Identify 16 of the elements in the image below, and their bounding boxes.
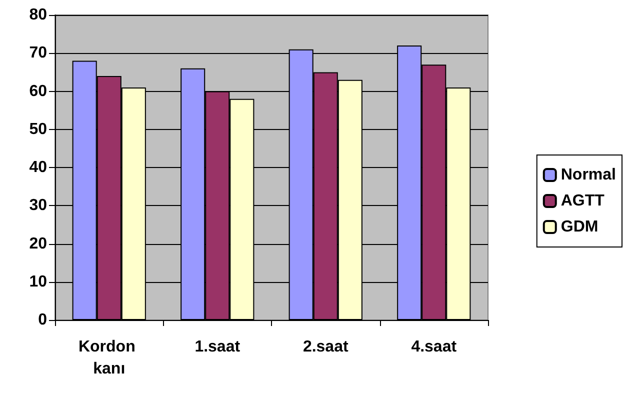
y-tick-label: 10 xyxy=(29,273,48,290)
legend-label: AGTT xyxy=(560,192,605,210)
legend-label: Normal xyxy=(560,166,616,184)
legend-label: GDM xyxy=(560,218,598,236)
x-tick-label: 2.saat xyxy=(302,338,349,356)
y-tick-label: 40 xyxy=(29,159,48,176)
y-tick-label: 80 xyxy=(29,6,48,24)
y-tick-label: 50 xyxy=(29,120,48,138)
x-tick-label: Kordon kanı xyxy=(78,338,140,378)
x-tick-label: 4.saat xyxy=(411,338,458,356)
y-tick-label: 70 xyxy=(29,44,48,62)
y-tick-label: 0 xyxy=(38,312,48,328)
x-tick-label: 1.saat xyxy=(194,338,241,356)
y-tick-label: 20 xyxy=(29,235,48,252)
y-tick-label: 60 xyxy=(29,82,48,100)
y-tick-label: 30 xyxy=(29,197,48,214)
